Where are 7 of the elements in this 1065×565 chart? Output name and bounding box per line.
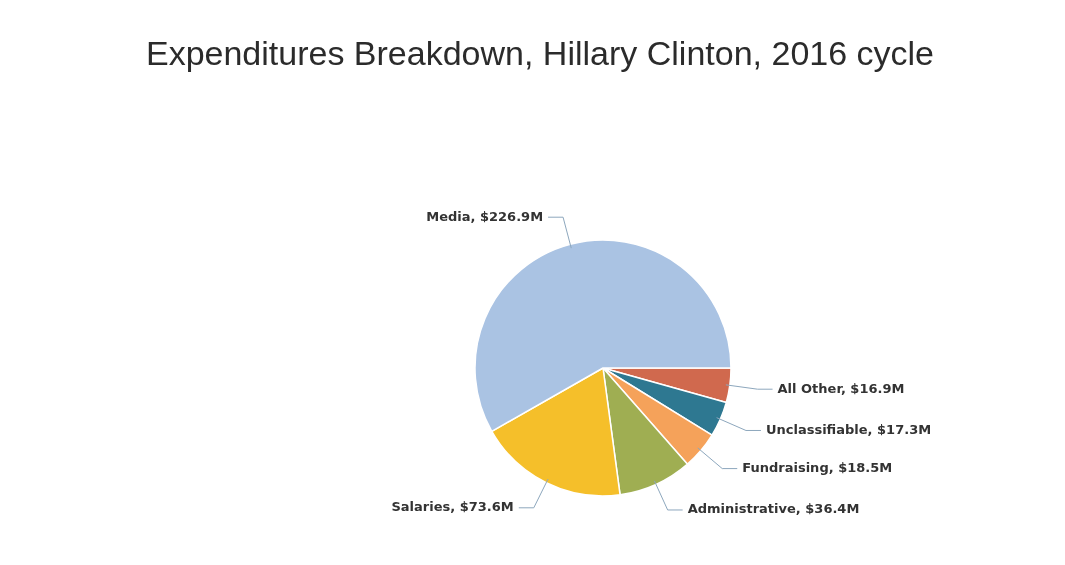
slice-label: Fundraising, $18.5M [742,459,893,475]
slice-label: Unclassifiable, $17.3M [765,421,932,437]
slice-label: Salaries, $73.6M [391,499,514,515]
slice-label: All Other, $16.9M [777,380,905,396]
slice-label: Media, $226.9M [426,208,544,224]
chart-title: Expenditures Breakdown, Hillary Clinton, 2016 cycle [144,34,936,73]
slice-label: Administrative, $36.4M [687,501,860,517]
